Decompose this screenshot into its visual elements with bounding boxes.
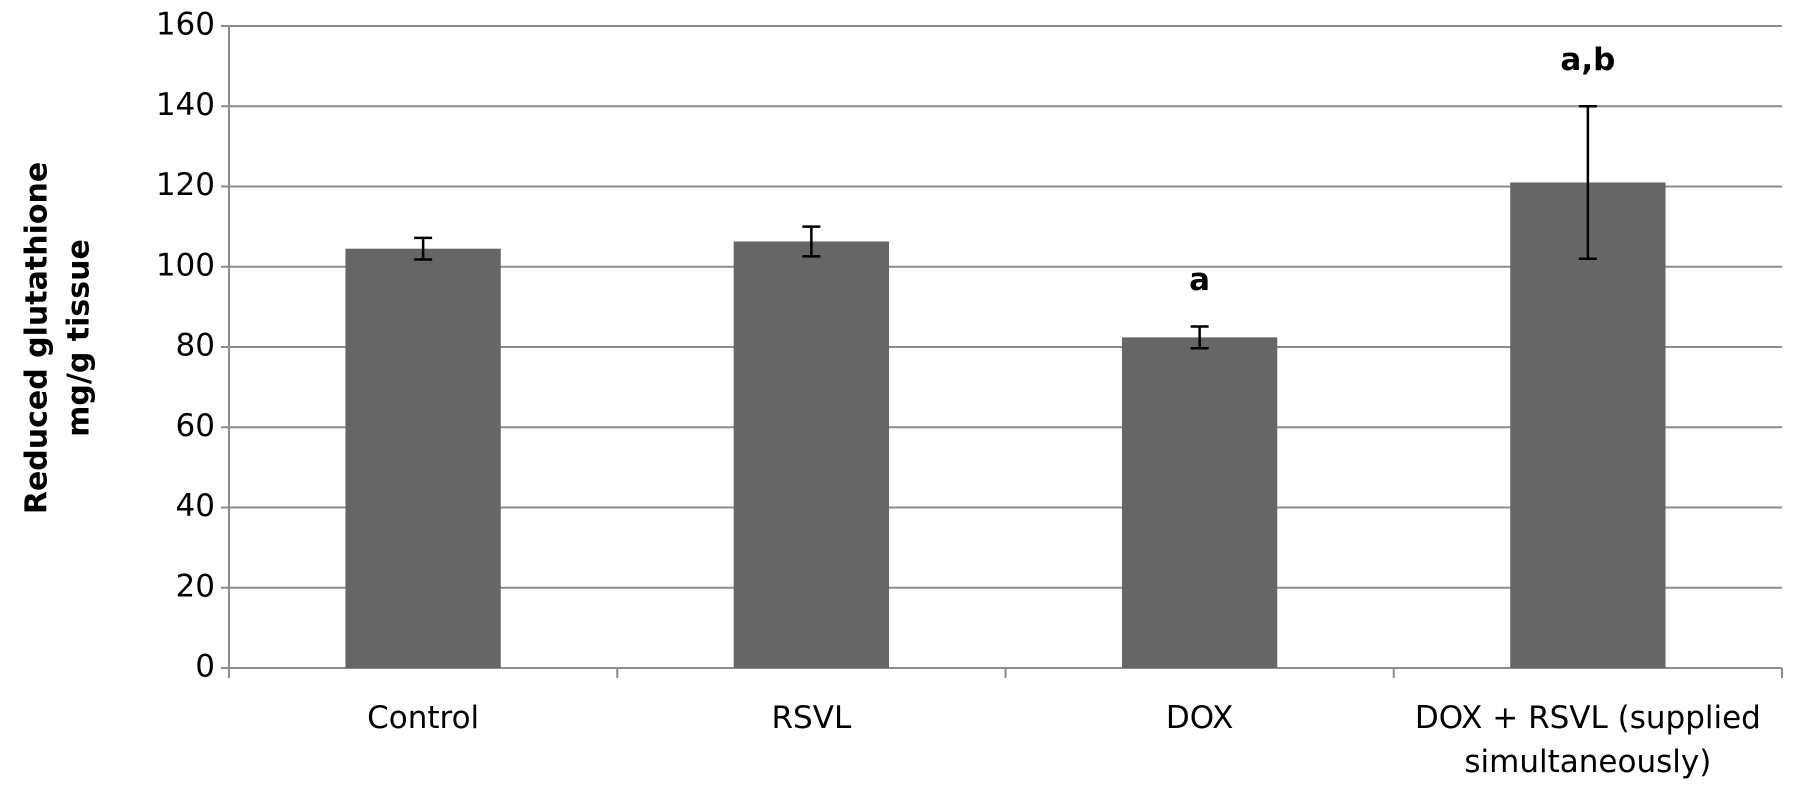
bar <box>733 241 890 668</box>
y-axis-label: mg/g tissue <box>62 239 97 437</box>
error-bar <box>414 236 433 261</box>
error-bar <box>1578 105 1597 260</box>
y-tick-label: 0 <box>195 649 215 685</box>
bar <box>1510 182 1666 669</box>
y-axis-label: Reduced glutathione <box>20 162 55 514</box>
y-tick-label: 120 <box>156 167 215 203</box>
bar <box>345 248 501 668</box>
error-bar <box>1190 325 1209 350</box>
y-tick-label: 140 <box>156 87 215 123</box>
annotation: a,b <box>1560 42 1615 78</box>
x-tick-label: Control <box>367 700 480 736</box>
y-tick-label: 40 <box>176 488 215 524</box>
y-tick-label: 60 <box>176 408 215 444</box>
annotation: a <box>1189 262 1210 298</box>
y-tick-label: 20 <box>176 568 215 604</box>
x-tick-label: RSVL <box>771 700 852 736</box>
y-tick-label: 80 <box>176 328 215 364</box>
x-tick-label: DOX + RSVL (supplied simultaneously) <box>1414 700 1761 780</box>
bar <box>1121 337 1278 668</box>
y-tick-label: 100 <box>156 247 215 283</box>
error-bar <box>802 225 821 258</box>
y-tick-label: 160 <box>156 7 215 43</box>
x-tick-label: DOX <box>1165 700 1234 736</box>
